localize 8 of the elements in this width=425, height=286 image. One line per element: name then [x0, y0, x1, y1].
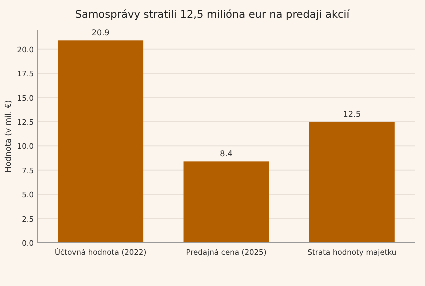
bar	[58, 40, 144, 243]
data-label: 20.9	[92, 28, 110, 38]
y-axis-title: Hodnota (v mil. €)	[4, 100, 13, 173]
data-label: 12.5	[343, 110, 362, 119]
bar	[309, 122, 395, 243]
bar	[184, 162, 270, 243]
data-label: 8.4	[220, 150, 233, 159]
chart-title: Samosprávy stratili 12,5 milióna eur na predaji akcií	[75, 9, 351, 21]
